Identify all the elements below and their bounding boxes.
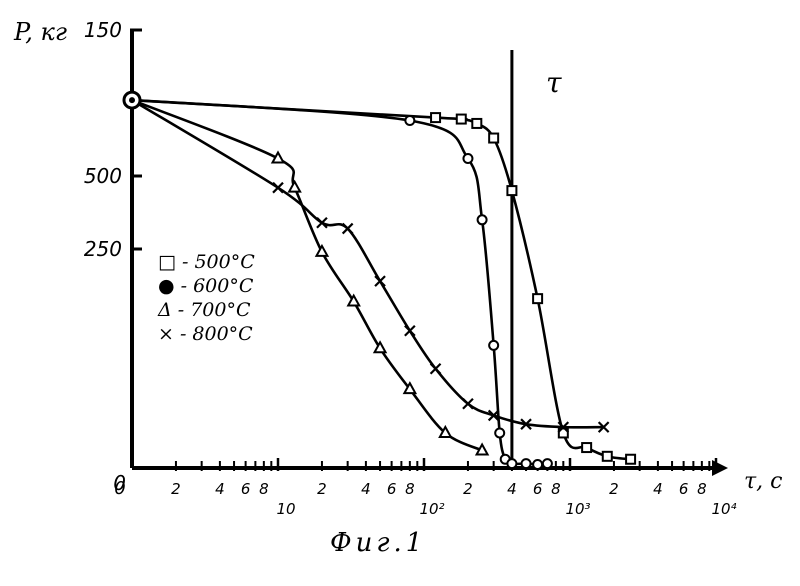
series-700C-marker xyxy=(289,182,300,192)
series-500C-marker xyxy=(533,294,542,303)
series-500C-marker xyxy=(626,455,635,464)
figure-caption: Фиг.1 xyxy=(330,528,426,558)
series-700C-marker xyxy=(316,246,327,256)
x-minor-label: 6 xyxy=(241,480,251,498)
x-minor-label: 6 xyxy=(679,480,689,498)
x-minor-label: 2 xyxy=(609,480,619,498)
series-800C-marker xyxy=(375,276,385,286)
series-600C-marker xyxy=(533,460,542,469)
series-500C-marker xyxy=(457,115,466,124)
legend-entry: × - 800°C xyxy=(158,323,253,345)
y-tick-label: 250 xyxy=(84,237,122,261)
series-600C-marker xyxy=(507,459,516,468)
series-800C-marker xyxy=(431,364,441,374)
legend-entry: Δ - 700°C xyxy=(157,299,251,321)
x-minor-label: 4 xyxy=(361,480,371,498)
series-600C-marker xyxy=(405,116,414,125)
x-minor-label: 2 xyxy=(317,480,327,498)
marker-line-label: τ xyxy=(546,66,562,99)
y-axis-label: P, кг xyxy=(13,18,67,46)
x-minor-label: 4 xyxy=(507,480,517,498)
x-minor-label: 8 xyxy=(551,480,561,498)
series-600C-marker xyxy=(478,215,487,224)
x-axis-arrow xyxy=(712,460,728,476)
x-decade-label: 10 xyxy=(276,500,295,518)
series-500C-marker xyxy=(489,134,498,143)
x-origin-label: 0 xyxy=(114,478,125,499)
legend-entry: □ - 500°C xyxy=(158,251,255,273)
series-700C-marker xyxy=(477,444,488,454)
legend-entry: ● - 600°C xyxy=(158,275,254,297)
x-minor-label: 4 xyxy=(215,480,225,498)
series-600C-marker xyxy=(495,428,504,437)
legend: □ - 500°C● - 600°CΔ - 700°C× - 800°C xyxy=(157,251,255,345)
series-600C-marker xyxy=(522,459,531,468)
series-500C-marker xyxy=(582,443,591,452)
series-600C-marker xyxy=(463,154,472,163)
series-600C-marker xyxy=(489,341,498,350)
series-800C-marker xyxy=(343,224,353,234)
series-800C-marker xyxy=(317,218,327,228)
x-minor-label: 2 xyxy=(171,480,181,498)
series-600C-marker xyxy=(543,459,552,468)
series-500C-marker xyxy=(472,119,481,128)
origin-point-center xyxy=(129,97,135,103)
series-800C-marker xyxy=(273,183,283,193)
x-decade-label: 10³ xyxy=(565,500,590,518)
x-minor-label: 8 xyxy=(405,480,415,498)
y-tick-label: 150 xyxy=(84,18,122,42)
x-decade-label: 10⁴ xyxy=(711,500,736,518)
series-700C-marker xyxy=(273,152,284,162)
x-minor-label: 6 xyxy=(533,480,543,498)
series-800C-marker xyxy=(405,326,415,336)
series-500C-marker xyxy=(603,452,612,461)
x-minor-label: 8 xyxy=(259,480,269,498)
x-axis-label: τ, c xyxy=(744,469,782,494)
x-decade-label: 10² xyxy=(419,500,444,518)
x-minor-label: 8 xyxy=(697,480,707,498)
x-minor-label: 6 xyxy=(387,480,397,498)
y-tick-label: 500 xyxy=(84,164,122,188)
series-500C-marker xyxy=(431,113,440,122)
x-minor-label: 2 xyxy=(463,480,473,498)
series-800C-marker xyxy=(463,399,473,409)
x-minor-label: 4 xyxy=(653,480,663,498)
series-500C-marker xyxy=(507,186,516,195)
